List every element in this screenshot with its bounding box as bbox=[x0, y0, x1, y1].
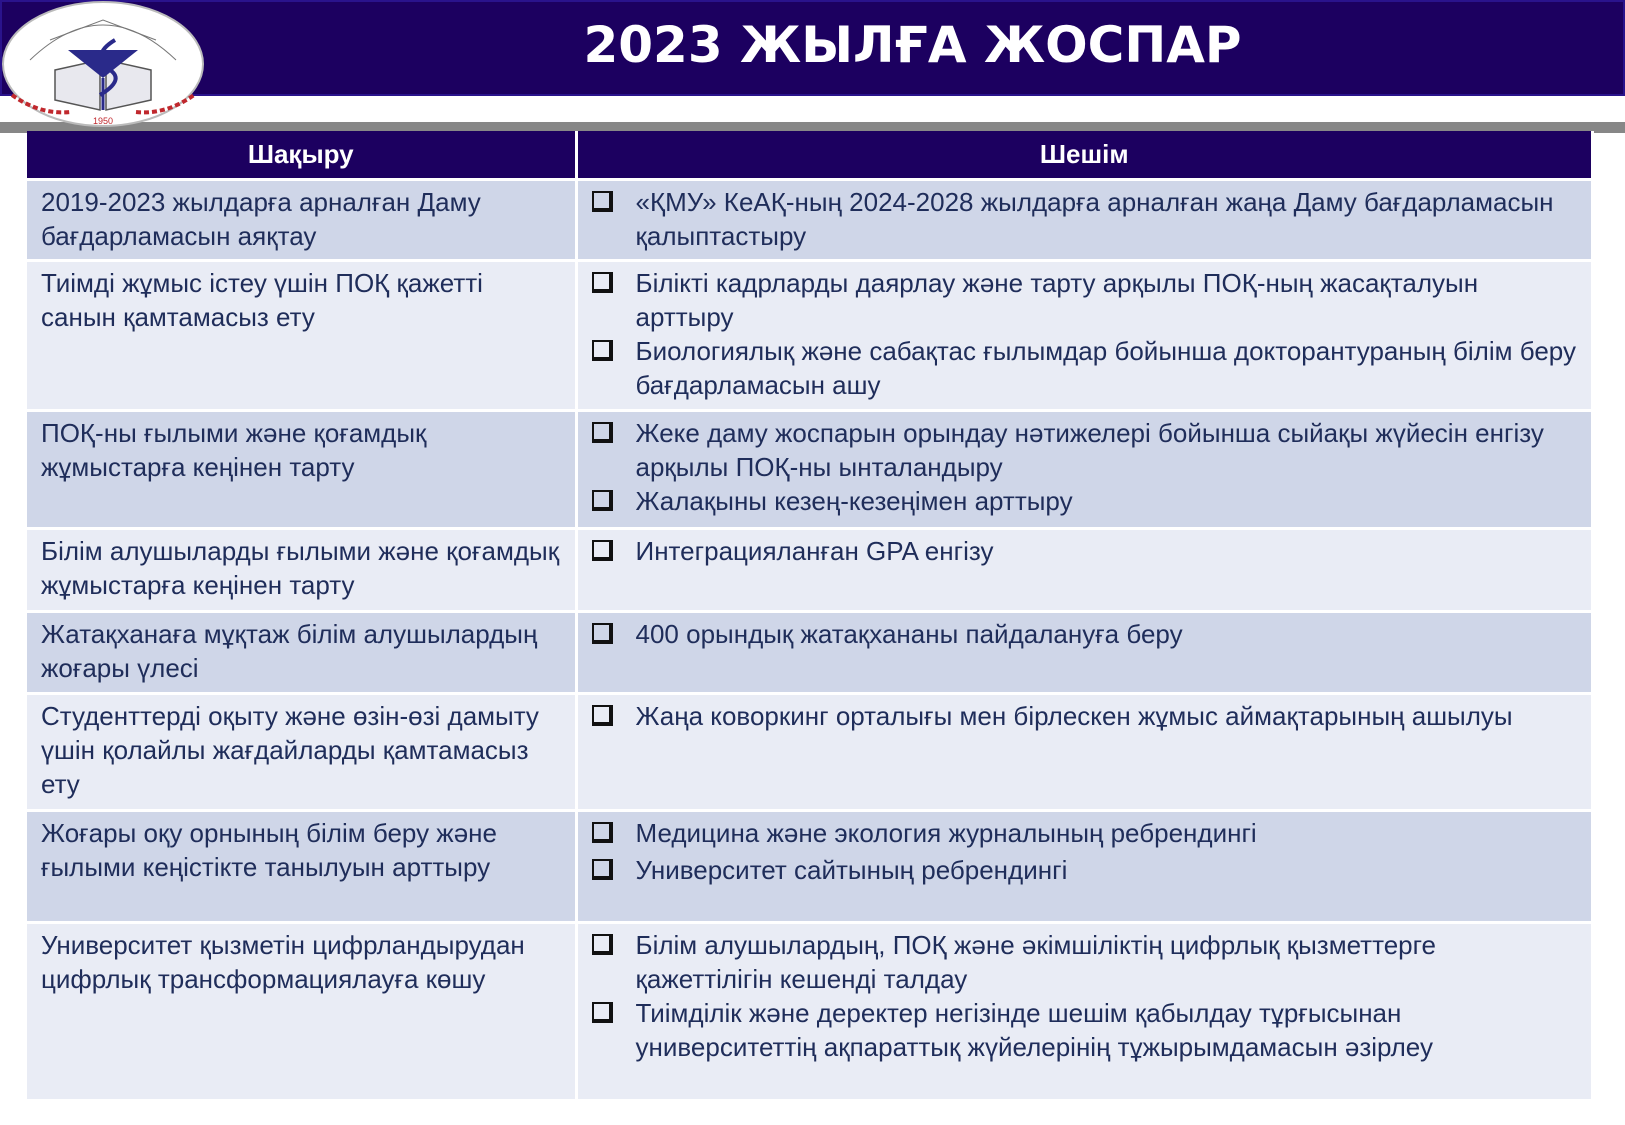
checkbox-bullet-icon bbox=[591, 816, 636, 853]
checkbox-bullet-icon bbox=[591, 416, 636, 484]
checkbox-bullet-icon bbox=[591, 266, 636, 334]
solution-cell: Медицина және экология журналының ребрен… bbox=[576, 810, 1594, 924]
table-row: Студенттерді оқыту және өзін-өзі дамыту … bbox=[27, 693, 1594, 812]
challenge-cell: ПОҚ-ны ғылыми және қоғамдық жұмыстарға к… bbox=[27, 410, 578, 530]
challenge-cell: Білім алушыларды ғылыми және қоғамдық жұ… bbox=[27, 528, 578, 613]
solution-item: Интеграцияланған GPA енгізу bbox=[591, 534, 1578, 571]
solution-text: Жаңа коворкинг орталығы мен бірлескен жұ… bbox=[635, 701, 1513, 731]
table-row: Тиімді жұмыс істеу үшін ПОҚ қажетті саны… bbox=[27, 260, 1594, 412]
university-logo: 1950 bbox=[2, 1, 204, 127]
solution-item: Жалақыны кезең-кезеңімен арттыру bbox=[591, 484, 1578, 521]
solution-text: Білікті кадрларды даярлау және тарту арқ… bbox=[635, 268, 1479, 332]
solution-text: Биологиялық және сабақтас ғылымдар бойын… bbox=[635, 336, 1576, 400]
challenge-cell: Жатақханаға мұқтаж білім алушылардың жоғ… bbox=[27, 611, 578, 695]
column-header-solution: Шешім bbox=[576, 131, 1594, 181]
challenge-cell: 2019-2023 жылдарға арналған Даму бағдарл… bbox=[27, 179, 578, 262]
table-header: Шақыру Шешім bbox=[27, 131, 1594, 181]
solution-text: Тиімділік және деректер негізінде шешім … bbox=[635, 998, 1433, 1062]
solution-item: Тиімділік және деректер негізінде шешім … bbox=[591, 996, 1578, 1064]
divider bbox=[0, 122, 1625, 133]
column-header-challenge: Шақыру bbox=[27, 131, 578, 181]
solution-cell: Жаңа коворкинг орталығы мен бірлескен жұ… bbox=[576, 693, 1594, 812]
solution-item: Білім алушылардың, ПОҚ және әкімшіліктің… bbox=[591, 928, 1578, 996]
solution-cell: Білім алушылардың, ПОҚ және әкімшіліктің… bbox=[576, 922, 1594, 1102]
checkbox-bullet-icon bbox=[591, 853, 636, 890]
solution-item: Университет сайтының ребрендингі bbox=[591, 853, 1578, 890]
solution-item: 400 орындық жатақхананы пайдалануға беру bbox=[591, 617, 1578, 654]
solution-text: Медицина және экология журналының ребрен… bbox=[635, 818, 1257, 848]
table-row: Жоғары оқу орнының білім беру және ғылым… bbox=[27, 810, 1594, 924]
checkbox-bullet-icon bbox=[591, 699, 636, 736]
solution-text: Жеке даму жоспарын орындау нәтижелері бо… bbox=[635, 418, 1544, 482]
page-title: 2023 ЖЫЛҒА ЖОСПАР bbox=[583, 16, 1242, 74]
solution-text: Университет сайтының ребрендингі bbox=[635, 855, 1068, 885]
solution-item: Медицина және экология журналының ребрен… bbox=[591, 816, 1578, 853]
table-row: ПОҚ-ны ғылыми және қоғамдық жұмыстарға к… bbox=[27, 410, 1594, 530]
solution-cell: Жеке даму жоспарын орындау нәтижелері бо… bbox=[576, 410, 1594, 530]
table-row: Университет қызметін цифрландырудан цифр… bbox=[27, 922, 1594, 1102]
solution-text: 400 орындық жатақхананы пайдалануға беру bbox=[635, 619, 1183, 649]
checkbox-bullet-icon bbox=[591, 928, 636, 996]
solution-text: Білім алушылардың, ПОҚ және әкімшіліктің… bbox=[635, 930, 1437, 994]
table-row: Білім алушыларды ғылыми және қоғамдық жұ… bbox=[27, 528, 1594, 613]
solution-text: Интеграцияланған GPA енгізу bbox=[635, 536, 994, 566]
logo-year: 1950 bbox=[93, 116, 113, 126]
solution-text: «ҚМУ» КеАҚ-ның 2024-2028 жылдарға арналғ… bbox=[635, 187, 1554, 251]
solution-item: Жеке даму жоспарын орындау нәтижелері бо… bbox=[591, 416, 1578, 484]
solution-item: Жаңа коворкинг орталығы мен бірлескен жұ… bbox=[591, 699, 1578, 736]
checkbox-bullet-icon bbox=[591, 617, 636, 654]
challenge-cell: Жоғары оқу орнының білім беру және ғылым… bbox=[27, 810, 578, 924]
checkbox-bullet-icon bbox=[591, 484, 636, 521]
solution-cell: «ҚМУ» КеАҚ-ның 2024-2028 жылдарға арналғ… bbox=[576, 179, 1594, 262]
solution-item: Білікті кадрларды даярлау және тарту арқ… bbox=[591, 266, 1578, 334]
solution-cell: Білікті кадрларды даярлау және тарту арқ… bbox=[576, 260, 1594, 412]
checkbox-bullet-icon bbox=[591, 185, 636, 253]
challenge-cell: Студенттерді оқыту және өзін-өзі дамыту … bbox=[27, 693, 578, 812]
solution-cell: Интеграцияланған GPA енгізу bbox=[576, 528, 1594, 613]
challenge-cell: Университет қызметін цифрландырудан цифр… bbox=[27, 922, 578, 1102]
solution-text: Жалақыны кезең-кезеңімен арттыру bbox=[635, 486, 1073, 516]
title-bar: 2023 ЖЫЛҒА ЖОСПАР bbox=[0, 0, 1625, 96]
table-row: 2019-2023 жылдарға арналған Даму бағдарл… bbox=[27, 179, 1594, 262]
solution-item: «ҚМУ» КеАҚ-ның 2024-2028 жылдарға арналғ… bbox=[591, 185, 1578, 253]
solution-cell: 400 орындық жатақхананы пайдалануға беру bbox=[576, 611, 1594, 695]
table-row: Жатақханаға мұқтаж білім алушылардың жоғ… bbox=[27, 611, 1594, 695]
checkbox-bullet-icon bbox=[591, 534, 636, 571]
solution-item: Биологиялық және сабақтас ғылымдар бойын… bbox=[591, 334, 1578, 402]
plan-table: Шақыру Шешім 2019-2023 жылдарға арналған… bbox=[27, 131, 1594, 1102]
challenge-cell: Тиімді жұмыс істеу үшін ПОҚ қажетті саны… bbox=[27, 260, 578, 412]
checkbox-bullet-icon bbox=[591, 996, 636, 1064]
checkbox-bullet-icon bbox=[591, 334, 636, 402]
